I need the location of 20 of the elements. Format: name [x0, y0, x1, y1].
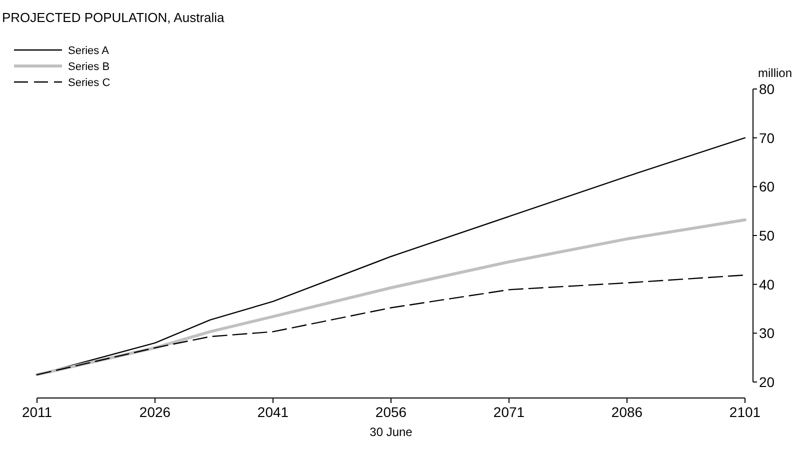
y-tick-label: 50 — [759, 228, 775, 244]
chart-title: PROJECTED POPULATION, Australia — [2, 10, 226, 25]
y-tick-label: 80 — [759, 81, 775, 97]
y-tick-label: 70 — [759, 130, 775, 146]
x-tick-label: 2011 — [22, 404, 52, 420]
x-tick-label: 2086 — [611, 404, 643, 420]
legend-label: Series B — [68, 61, 110, 73]
y-tick-label: 20 — [759, 374, 775, 390]
y-tick-label: 40 — [759, 276, 775, 292]
legend-label: Series C — [68, 77, 110, 89]
x-tick-label: 2101 — [729, 404, 761, 420]
x-tick-label: 2041 — [257, 404, 289, 420]
x-tick-label: 2071 — [493, 404, 525, 420]
x-axis-title: 30 June — [370, 425, 413, 439]
x-tick-label: 2056 — [375, 404, 407, 420]
y-tick-label: 30 — [759, 325, 775, 342]
x-tick-label: 2026 — [139, 404, 171, 420]
y-axis-title: million — [758, 66, 792, 80]
y-tick-label: 60 — [759, 178, 775, 195]
legend-label: Series A — [68, 45, 110, 57]
